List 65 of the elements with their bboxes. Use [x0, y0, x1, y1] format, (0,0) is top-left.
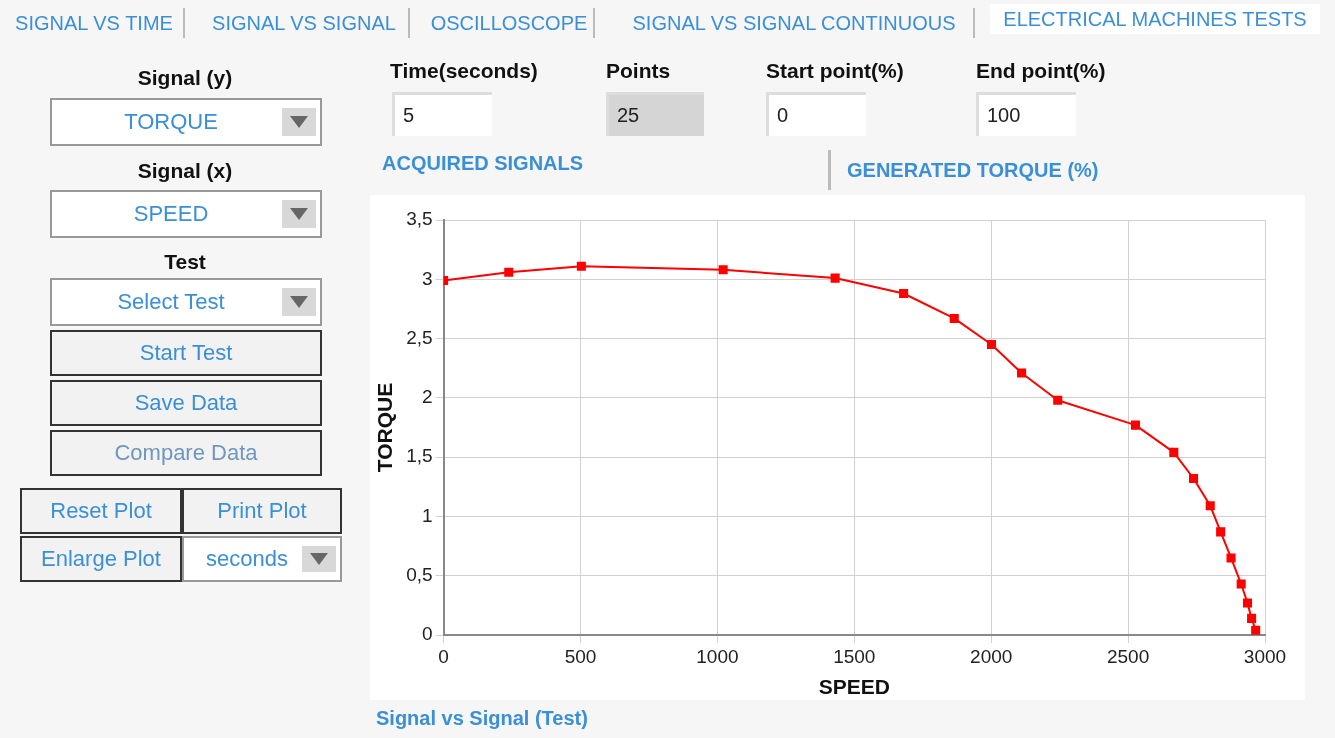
- text: 100: [976, 92, 1076, 136]
- text: GENERATED TORQUE (%): [828, 150, 1128, 190]
- y-tick-label: 2,5: [406, 326, 433, 348]
- text: 0: [766, 92, 866, 136]
- text: Compare Data: [50, 430, 322, 476]
- text: TORQUE: [123, 109, 219, 135]
- text: 25: [606, 92, 704, 136]
- x-tick-label: 0: [438, 645, 449, 667]
- y-tick-label: 3,5: [406, 208, 433, 230]
- text: Test: [163, 249, 207, 275]
- point: [1205, 501, 1215, 511]
- text: Save Data: [50, 380, 322, 426]
- y-tick-label: 1: [422, 504, 433, 526]
- point: [1130, 420, 1141, 430]
- text: SIGNAL VS SIGNAL: [200, 8, 410, 38]
- point: [504, 267, 514, 277]
- text: ELECTRICAL MACHINES TESTS: [990, 4, 1320, 34]
- text: Enlarge Plot: [20, 536, 182, 582]
- y-tick-label: 0: [422, 623, 433, 645]
- text: Reset Plot: [20, 488, 182, 534]
- text: Time(seconds): [390, 58, 539, 84]
- x-tick-label: 1000: [696, 645, 739, 667]
- y-tick-label: 2: [422, 386, 433, 408]
- point: [1017, 368, 1027, 378]
- point: [1226, 553, 1236, 563]
- x-tick-label: 500: [564, 645, 597, 667]
- x-tick-label: 3000: [1243, 645, 1287, 667]
- point: [1247, 613, 1257, 623]
- text: Points: [606, 58, 672, 84]
- point: [949, 313, 959, 323]
- text: SIGNAL VS SIGNAL CONTINUOUS: [615, 8, 975, 38]
- point: [1053, 395, 1063, 405]
- y-tick-label: 3: [422, 267, 433, 289]
- y-axis-title: TORQUE: [373, 382, 397, 473]
- text: Signal (y): [136, 65, 234, 91]
- text: Start point(%): [766, 58, 905, 84]
- point: [899, 288, 909, 299]
- point: [1242, 598, 1253, 608]
- text: Signal vs Signal (Test): [376, 705, 589, 731]
- point: [718, 265, 728, 275]
- text: End point(%): [976, 58, 1107, 84]
- text: Signal (x): [136, 158, 234, 184]
- text: Print Plot: [182, 488, 342, 534]
- x-tick-label: 2000: [970, 645, 1013, 667]
- x-tick-label: 1500: [833, 645, 876, 667]
- text: seconds: [205, 546, 289, 572]
- text: Start Test: [50, 330, 322, 376]
- y-tick-label: 1,5: [406, 445, 433, 467]
- text: SIGNAL VS TIME: [5, 8, 185, 38]
- y-tick-label: 0,5: [406, 563, 433, 585]
- point: [986, 339, 997, 350]
- point: [1189, 473, 1199, 484]
- text: Select Test: [116, 289, 226, 315]
- text: OSCILLOSCOPE: [425, 8, 595, 38]
- point: [1236, 579, 1246, 589]
- point: [830, 273, 840, 283]
- point: [576, 261, 586, 271]
- point: [1216, 527, 1226, 537]
- point: [1169, 447, 1179, 457]
- text: ACQUIRED SIGNALS: [382, 150, 585, 176]
- point: [1251, 625, 1261, 635]
- text: SPEED: [132, 201, 210, 227]
- x-axis-title: SPEED: [818, 675, 890, 699]
- x-tick-label: 2500: [1106, 645, 1150, 667]
- text: 5: [392, 92, 492, 136]
